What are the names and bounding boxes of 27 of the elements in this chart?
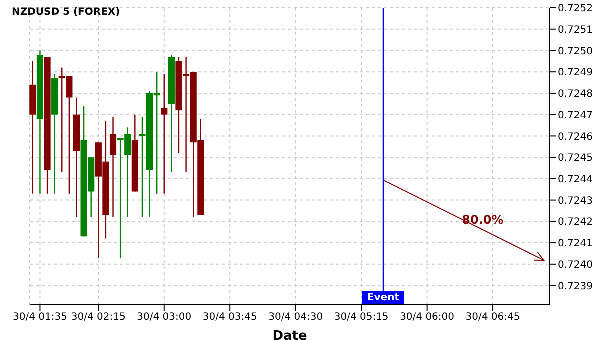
- y-tick-label: 0.7241: [558, 238, 593, 250]
- x-tick-label: 30/4 02:15: [71, 312, 126, 324]
- y-tick-label: 0.7243: [558, 196, 593, 207]
- x-tick-label: 30/4 06:00: [400, 312, 455, 324]
- x-tick-label: 30/4 01:35: [13, 312, 68, 324]
- y-tick-label: 0.7240: [558, 260, 593, 271]
- y-tick-label: 0.7247: [558, 110, 593, 122]
- y-tick-label: 0.7246: [558, 132, 593, 143]
- y-tick-label: 0.7252: [558, 4, 593, 15]
- x-tick-label: 30/4 04:30: [268, 312, 324, 324]
- x-tick-label: 30/4 06:45: [466, 312, 520, 324]
- y-tick-label: 0.7239: [558, 281, 593, 292]
- x-tick-label: 30/4 03:00: [137, 312, 192, 324]
- x-tick-label: 30/4 05:15: [334, 312, 389, 324]
- chart-title: NZDUSD 5 (FOREX): [12, 7, 120, 18]
- candlestick: [110, 116, 117, 218]
- y-tick-label: 0.7242: [558, 217, 593, 228]
- y-tick-label: 0.7249: [558, 68, 593, 79]
- y-tick-label: 0.7244: [558, 174, 593, 186]
- y-tick-label: 0.7251: [558, 24, 593, 36]
- y-tick-label: 0.7245: [558, 153, 593, 164]
- x-axis-title: Date: [272, 329, 308, 340]
- ref-line-label: Event: [367, 292, 400, 304]
- y-tick-label: 0.7250: [558, 46, 593, 58]
- annotation: 80.0%: [462, 212, 504, 227]
- y-tick-label: 0.7248: [558, 89, 593, 100]
- x-tick-label: 30/4 03:45: [202, 312, 258, 324]
